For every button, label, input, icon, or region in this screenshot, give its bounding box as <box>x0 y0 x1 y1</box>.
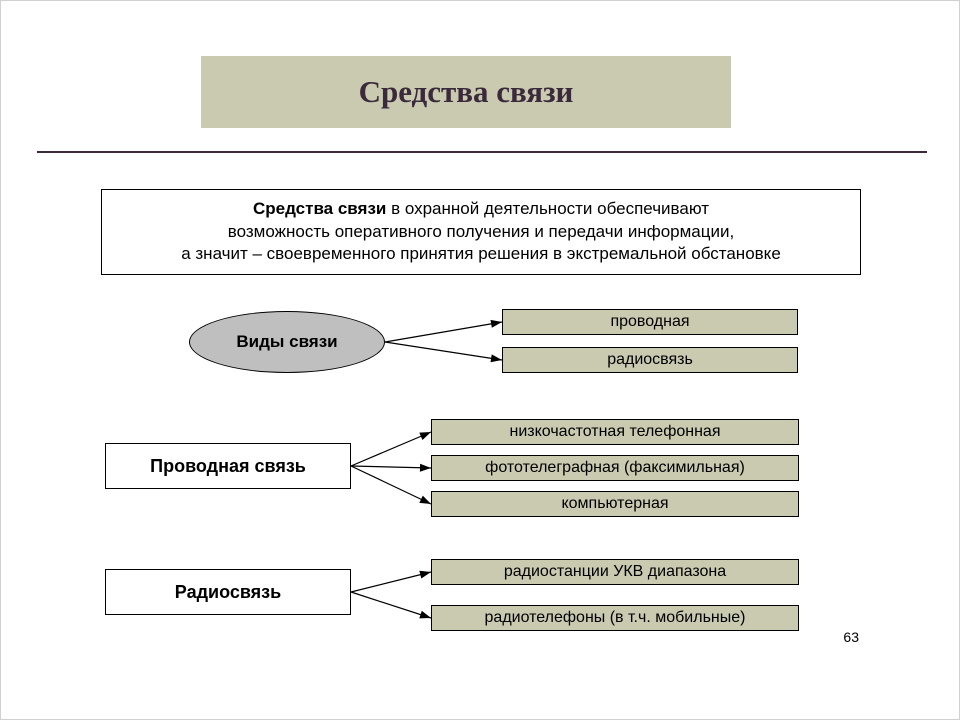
source-node-1-label: Проводная связь <box>150 456 306 477</box>
title-band: Средства связи <box>201 56 731 128</box>
target-node-1-1: фототелеграфная (факсимильная) <box>431 455 799 481</box>
target-node-0-1: радиосвязь <box>502 347 798 373</box>
source-node-2-label: Радиосвязь <box>175 582 281 603</box>
intro-line: возможность оперативного получения и пер… <box>228 221 734 244</box>
target-node-2-1: радиотелефоны (в т.ч. мобильные) <box>431 605 799 631</box>
target-node-1-2: компьютерная <box>431 491 799 517</box>
target-node-2-0: радиостанции УКВ диапазона <box>431 559 799 585</box>
intro-line: а значит – своевременного принятия решен… <box>181 243 781 266</box>
source-node-0-label: Виды связи <box>236 332 337 352</box>
target-node-2-0-label: радиостанции УКВ диапазона <box>504 563 726 581</box>
intro-line: Средства связи в охранной деятельности о… <box>253 198 709 221</box>
target-node-1-0-label: низкочастотная телефонная <box>510 423 721 441</box>
slide: Средства связи Средства связи в охранной… <box>0 0 960 720</box>
page-title: Средства связи <box>359 74 574 110</box>
target-node-0-0: проводная <box>502 309 798 335</box>
source-node-0: Виды связи <box>189 311 385 373</box>
intro-box: Средства связи в охранной деятельности о… <box>101 189 861 275</box>
target-node-1-1-label: фототелеграфная (факсимильная) <box>485 459 745 477</box>
page-number: 63 <box>843 629 859 645</box>
target-node-0-1-label: радиосвязь <box>607 351 693 369</box>
target-node-2-1-label: радиотелефоны (в т.ч. мобильные) <box>485 609 746 627</box>
divider <box>37 151 927 153</box>
source-node-1: Проводная связь <box>105 443 351 489</box>
target-node-1-0: низкочастотная телефонная <box>431 419 799 445</box>
target-node-1-2-label: компьютерная <box>561 495 668 513</box>
target-node-0-0-label: проводная <box>610 313 689 331</box>
source-node-2: Радиосвязь <box>105 569 351 615</box>
